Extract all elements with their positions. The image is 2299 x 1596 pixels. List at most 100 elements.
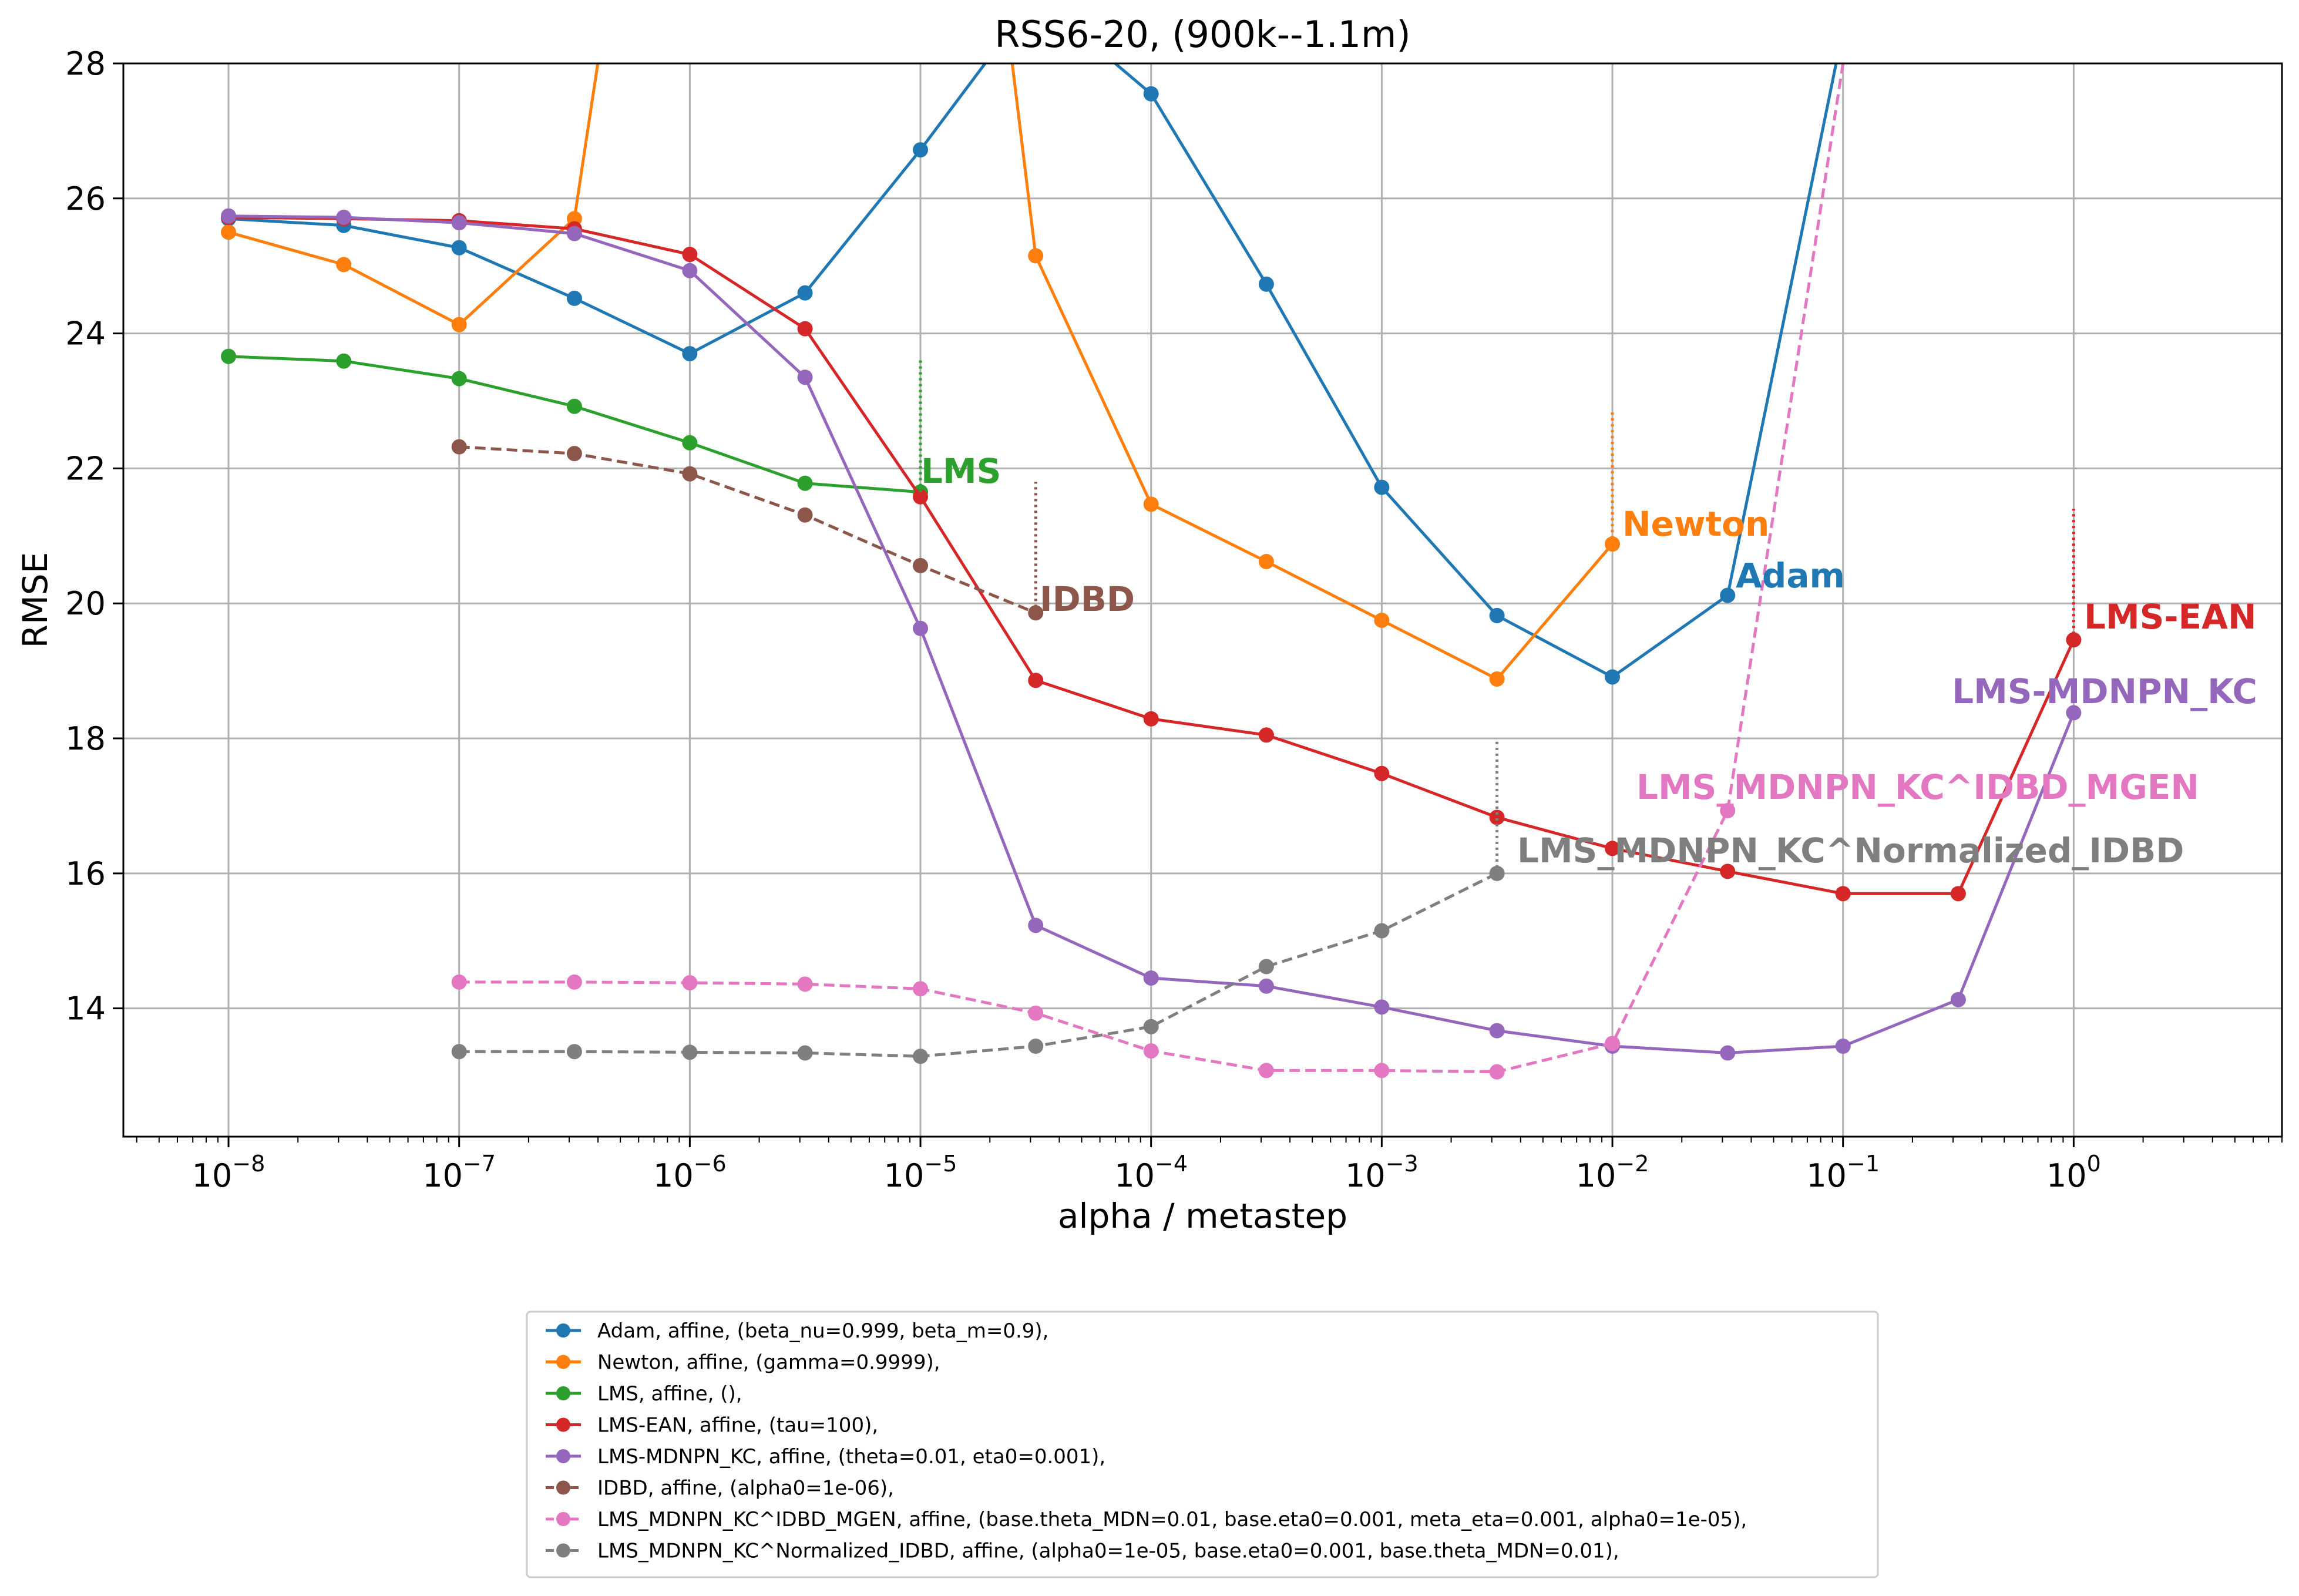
chart-title: RSS6-20, (900k--1.1m) [994,13,1410,56]
data-point [1374,923,1390,939]
data-point [913,142,929,158]
data-point [1489,607,1505,623]
grid [123,62,2282,1137]
data-point [451,215,467,231]
x-tick-label: 10−1 [1806,1151,1880,1194]
series-LMS_MDNPN_KC^Normalized_IDBD [451,865,1505,1064]
legend-swatch-marker [556,1355,570,1369]
data-point [682,247,698,263]
y-axis-label: RMSE [15,552,55,649]
data-point [913,489,929,505]
y-tick-label: 14 [65,990,106,1027]
data-point [1489,671,1505,687]
data-point [1028,918,1044,933]
legend-entry: LMS_MDNPN_KC^Normalized_IDBD, affine, (a… [597,1540,1619,1563]
data-point [1374,612,1390,628]
y-axis-ticks: 14 16 18 20 22 24 26 28 [65,45,123,1027]
legend-swatch-marker [556,1386,570,1400]
legend-swatch-marker [556,1449,570,1463]
legend-entry: LMS-EAN, affine, (tau=100), [597,1414,878,1437]
data-point [1258,978,1274,994]
data-point [451,439,467,455]
data-point [1374,999,1390,1015]
data-point [1258,554,1274,570]
data-point [1143,970,1159,986]
data-point [913,1049,929,1064]
legend-swatch-marker [556,1512,570,1526]
data-point [682,975,698,991]
data-point [451,371,467,387]
series-label-LMS_MDNPN_KC^Normalized_IDBD: LMS_MDNPN_KC^Normalized_IDBD [1517,831,2184,871]
data-point [797,321,813,337]
y-tick-label: 22 [65,450,106,487]
data-point [1143,1019,1159,1034]
data-point [1835,1039,1851,1054]
data-point [1374,479,1390,495]
data-point [1258,727,1274,743]
x-tick-label: 10−4 [1114,1151,1188,1194]
data-point [797,475,813,491]
data-point [1605,1036,1621,1051]
data-point [1489,1064,1505,1080]
data-point [1605,669,1621,685]
y-tick-label: 18 [65,720,106,757]
data-point [566,974,582,990]
data-point [221,348,237,364]
data-point [451,240,467,256]
series-annotations: Adam Newton LMS LMS-EAN LMS-MDNPN_KC IDBD LMS_… [919,360,2257,873]
data-point [1028,248,1044,264]
data-point [682,263,698,278]
series-line [228,63,1838,678]
series-LMS_MDNPN_KC^IDBD_MGEN [451,63,1845,1080]
series-label-LMS-EAN: LMS-EAN [2084,597,2257,637]
x-axis-ticks: 10−8 10−7 10−6 10−5 10−4 10−3 10−2 10−1 100 [136,1137,2283,1194]
data-point [1950,886,1966,902]
series-label-IDBD: IDBD [1040,579,1135,619]
data-point [1143,1043,1159,1059]
x-tick-label: 10−5 [884,1151,957,1194]
data-point [1143,711,1159,727]
y-tick-label: 26 [65,180,106,217]
data-point [1720,803,1736,819]
data-point [682,435,698,451]
data-point [451,974,467,990]
x-tick-label: 10−6 [653,1151,727,1194]
data-point [566,398,582,414]
series-layer [221,63,2082,1080]
x-tick-label: 10−8 [192,1151,265,1194]
data-point [451,317,467,332]
y-tick-label: 24 [65,315,106,352]
legend: Adam, affine, (beta_nu=0.999, beta_m=0.9… [526,1311,1879,1578]
data-point [1143,86,1159,102]
data-point [1374,765,1390,781]
x-tick-label: 10−2 [1576,1151,1649,1194]
legend-box [526,1311,1879,1578]
data-point [221,208,237,224]
data-point [913,981,929,997]
x-tick-label: 100 [2046,1151,2101,1194]
data-point [1258,1063,1274,1078]
data-point [1258,959,1274,975]
series-label-Newton: Newton [1622,504,1769,544]
data-point [797,507,813,523]
series-label-LMS: LMS [921,451,1001,491]
data-point [797,1045,813,1061]
data-point [221,224,237,240]
data-point [1720,1045,1736,1061]
legend-swatch-marker [556,1480,570,1495]
data-point [1720,587,1736,603]
data-point [1258,276,1274,292]
data-point [336,209,352,225]
data-point [1835,886,1851,902]
data-point [797,285,813,301]
legend-entry: Adam, affine, (beta_nu=0.999, beta_m=0.9… [597,1319,1049,1343]
series-label-Adam: Adam [1736,556,1845,596]
legend-entry: LMS-MDNPN_KC, affine, (theta=0.01, eta0=… [597,1445,1105,1469]
data-point [1028,1005,1044,1021]
legend-swatch-marker [556,1417,570,1432]
y-tick-label: 28 [65,45,106,82]
data-point [566,226,582,241]
data-point [1489,1023,1505,1039]
series-line [228,63,1614,681]
